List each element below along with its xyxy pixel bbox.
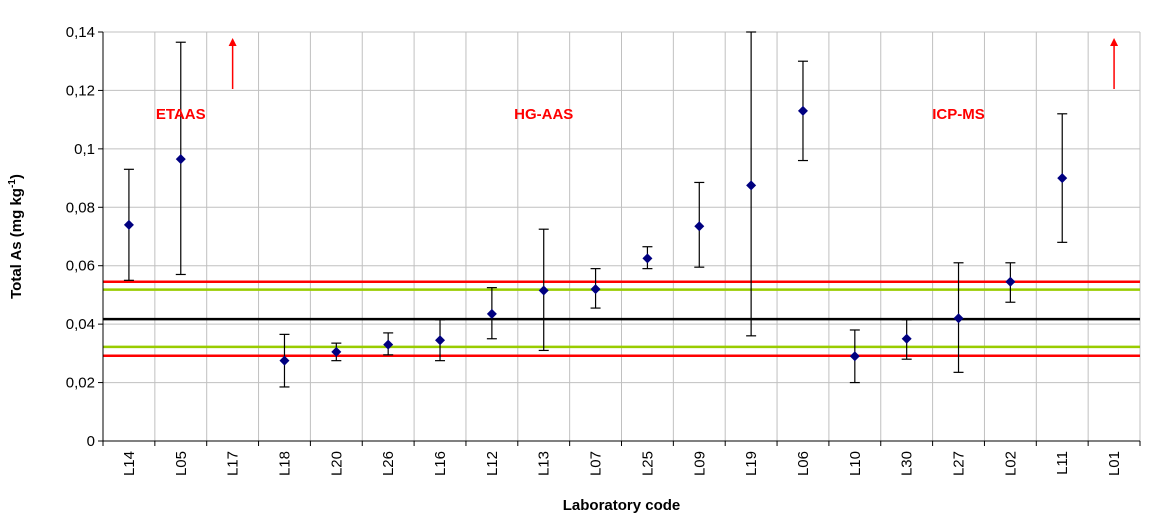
data-point (694, 221, 705, 232)
x-tick-label: L17 (225, 451, 242, 476)
data-point (279, 355, 290, 366)
y-tick-labels: 0 0,02 0,04 0,06 0,08 0,1 0,12 0,14 (66, 24, 95, 450)
y-tick-label: 0 (87, 433, 95, 450)
x-tick-label: L14 (121, 451, 138, 476)
y-tick-label: 0,04 (66, 316, 95, 333)
x-tick-label: L06 (795, 451, 812, 476)
data-point (1057, 173, 1068, 184)
data-point (746, 180, 757, 191)
data-point (953, 313, 964, 324)
method-annotations: ETAAS HG-AAS ICP-MS (156, 106, 985, 123)
method-label: ETAAS (156, 106, 206, 123)
data-point (435, 335, 446, 346)
data-point (590, 284, 601, 295)
off-scale-arrow (228, 38, 237, 89)
x-tick-label: L09 (691, 451, 708, 476)
y-axis-title-end: ) (8, 174, 25, 179)
error-bars (123, 31, 1068, 388)
data-point (1005, 276, 1016, 287)
y-axis-title-main: Total As (mg kg (8, 188, 25, 299)
data-point (486, 308, 497, 319)
x-tick-label: L10 (847, 451, 864, 476)
axes (98, 31, 1141, 446)
method-label: HG-AAS (514, 106, 573, 123)
off-scale-arrows (228, 38, 1119, 89)
data-point (849, 351, 860, 362)
x-tick-label: L16 (432, 451, 449, 476)
x-tick-label: L27 (951, 451, 968, 476)
data-point (175, 154, 186, 165)
arrow-head (1110, 38, 1119, 46)
x-tick-labels: L14 L05 L17 L18 L20 L26 L16 L12 L13 L07 L25 L09 L19 L… (121, 451, 1123, 476)
x-tick-label: L11 (1054, 451, 1071, 475)
arrow-head (228, 38, 237, 46)
method-label: ICP-MS (932, 106, 985, 123)
y-tick-label: 0,06 (66, 258, 95, 275)
y-tick-label: 0,14 (66, 24, 95, 41)
y-tick-label: 0,02 (66, 375, 95, 392)
data-point (538, 285, 549, 296)
data-point (901, 333, 912, 344)
x-tick-label: L12 (484, 451, 501, 476)
x-tick-label: L18 (276, 451, 293, 476)
x-tick-label: L25 (639, 451, 656, 476)
x-tick-label: L26 (380, 451, 397, 476)
x-tick-label: L02 (1002, 451, 1019, 476)
reference-lines (103, 280, 1140, 357)
y-tick-label: 0,08 (66, 199, 95, 216)
y-tick-label: 0,12 (66, 82, 95, 99)
data-point (123, 219, 134, 230)
x-tick-label: L30 (899, 451, 916, 476)
y-axis-title-superscript: -1 (7, 179, 18, 188)
x-tick-label: L07 (588, 451, 605, 476)
x-tick-label: L20 (328, 451, 345, 476)
data-point (331, 346, 342, 357)
data-point (383, 339, 394, 350)
off-scale-arrow (1110, 38, 1119, 89)
y-axis-title: Total As (mg kg-1) (7, 174, 25, 299)
x-tick-label: L19 (743, 451, 760, 476)
grid-layer (102, 31, 1141, 442)
x-tick-label: L13 (536, 451, 553, 476)
y-tick-label: 0,1 (74, 141, 95, 158)
data-points (123, 105, 1068, 366)
x-axis-title: Laboratory code (563, 497, 681, 514)
x-tick-label: L01 (1106, 451, 1123, 476)
x-tick-label: L05 (173, 451, 190, 476)
data-point (642, 253, 653, 264)
data-point (797, 105, 808, 116)
